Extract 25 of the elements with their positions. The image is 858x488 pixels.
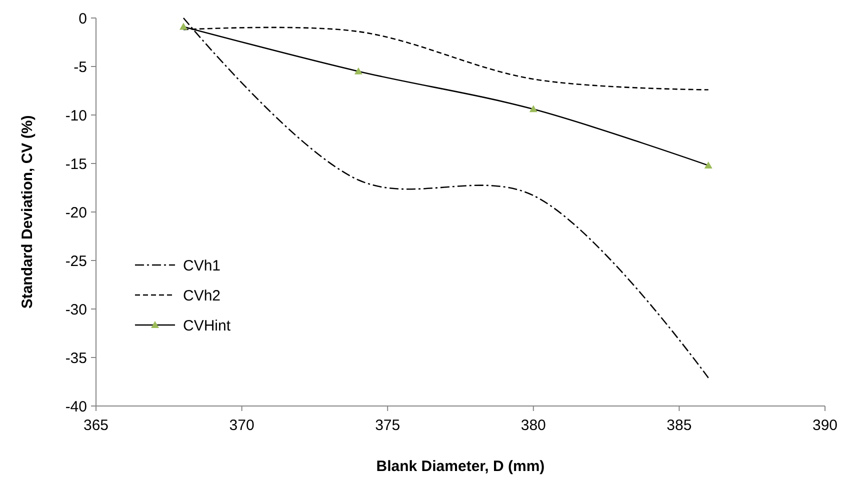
- x-tick-label: 390: [812, 417, 838, 434]
- x-tick-label: 380: [520, 417, 546, 434]
- y-tick-label: -40: [65, 398, 87, 416]
- y-tick-label: -15: [65, 156, 87, 173]
- legend-label: CVh2: [183, 287, 221, 304]
- legend-label: CVHint: [183, 317, 232, 334]
- x-tick-label: 375: [375, 417, 400, 434]
- y-tick-label: 0: [78, 10, 87, 28]
- point: [179, 22, 188, 30]
- y-tick-label: -25: [65, 252, 87, 270]
- x-tick-label: 365: [83, 417, 109, 434]
- line-series: [182, 17, 710, 379]
- x-tick-label: 385: [666, 417, 692, 434]
- point: [354, 67, 362, 74]
- x-tick-label: 370: [229, 417, 254, 434]
- legend-label: CVh1: [183, 257, 221, 274]
- point: [529, 105, 538, 112]
- x-axis-title: Blank Diameter, D (mm): [376, 458, 545, 475]
- y-tick-label: -20: [65, 204, 87, 222]
- y-tick-label: -10: [65, 107, 87, 124]
- y-axis-title: Standard Deviation, CV (%): [19, 115, 36, 309]
- point: [704, 161, 712, 168]
- y-tick-label: -5: [74, 58, 87, 76]
- y-tick-label: -30: [65, 301, 87, 318]
- y-tick-label: -35: [65, 350, 87, 367]
